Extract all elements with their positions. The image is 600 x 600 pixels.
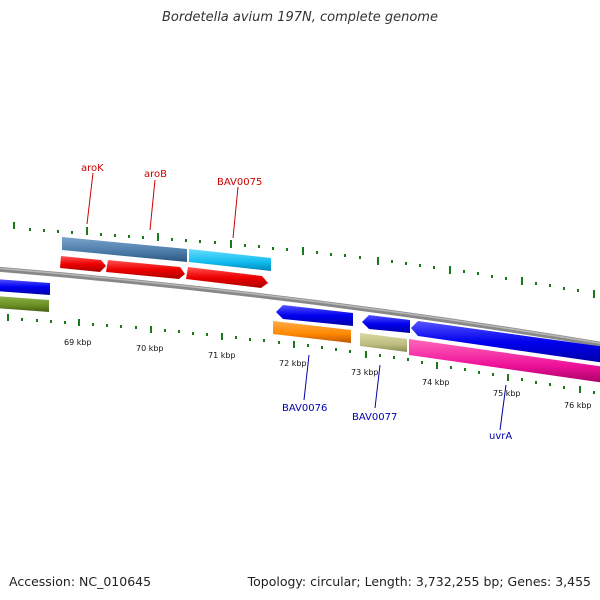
- leader-arok: [86, 172, 94, 225]
- genome-title: Bordetella avium 197N, complete genome: [162, 10, 438, 25]
- tick-label-74: 74 kbp: [422, 378, 450, 387]
- gene-bar-bav0077[interactable]: [360, 333, 407, 352]
- gene-arrow-arok[interactable]: [60, 256, 106, 272]
- tick-label-69: 69 kbp: [64, 338, 92, 347]
- leader-uvra: [499, 384, 507, 431]
- gene-bar-uvra[interactable]: [409, 339, 600, 383]
- tick-label-71: 71 kbp: [208, 351, 236, 360]
- gene-bar-bav0076[interactable]: [273, 321, 351, 343]
- gene-bar-left-olive[interactable]: [0, 296, 49, 312]
- tick-label-73: 73 kbp: [351, 368, 379, 377]
- tick-label-75: 75 kbp: [493, 389, 521, 398]
- leader-bav0077: [374, 364, 381, 409]
- gene-arrow-bav0077[interactable]: [362, 315, 410, 333]
- genome-summary-text: Topology: circular; Length: 3,732,255 bp…: [247, 574, 591, 589]
- leader-bav0075: [232, 186, 239, 239]
- gene-label-bav0076[interactable]: BAV0076: [282, 403, 327, 414]
- accession-text: Accession: NC_010645: [9, 574, 152, 589]
- gene-arrow-bav0075[interactable]: [186, 267, 268, 288]
- tick-label-72: 72 kbp: [279, 359, 307, 368]
- leader-bav0076: [303, 354, 310, 401]
- gene-arrow-uvra[interactable]: [411, 321, 600, 363]
- gene-label-arob[interactable]: aroB: [144, 169, 167, 180]
- tick-label-70: 70 kbp: [136, 344, 164, 353]
- gene-bar-steel[interactable]: [62, 237, 187, 262]
- lower-tick-track: [7, 314, 595, 394]
- leader-arob: [149, 179, 156, 231]
- genome-backbone-highlight: [0, 267, 600, 344]
- gene-arrow-arob[interactable]: [106, 260, 185, 279]
- gene-arrow-bav0076[interactable]: [276, 305, 353, 326]
- gene-label-uvra[interactable]: uvrA: [489, 431, 512, 442]
- gene-label-arok[interactable]: aroK: [81, 163, 104, 174]
- gene-bar-left-blue[interactable]: [0, 279, 50, 295]
- upper-tick-track: [13, 222, 595, 298]
- gene-label-bav0077[interactable]: BAV0077: [352, 412, 397, 423]
- tick-label-76: 76 kbp: [564, 401, 592, 410]
- genome-backbone: [0, 266, 600, 347]
- gene-label-bav0075[interactable]: BAV0075: [217, 177, 262, 188]
- gene-bar-bav0075[interactable]: [189, 249, 271, 271]
